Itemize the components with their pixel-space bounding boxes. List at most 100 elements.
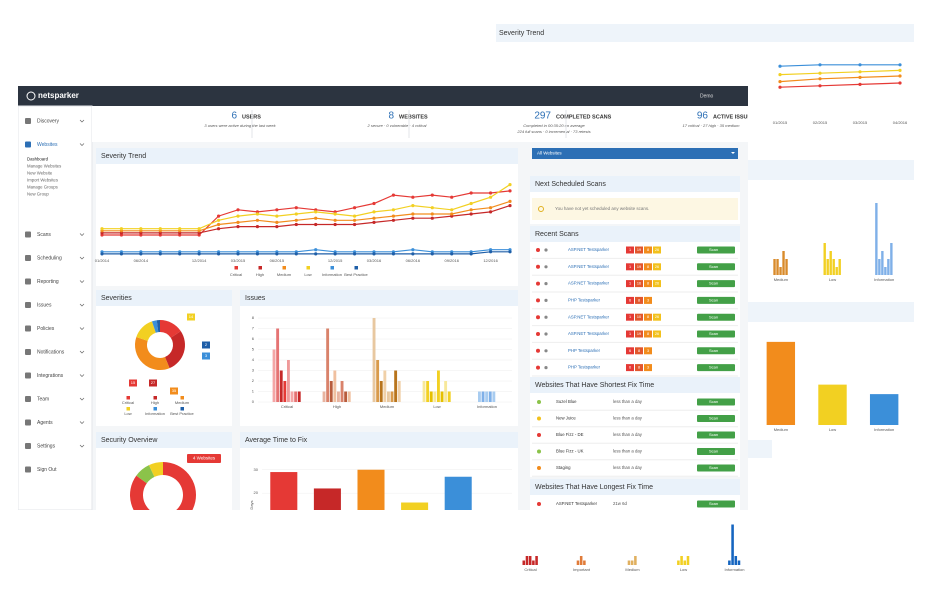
menu-item[interactable]: Discovery [37,118,59,124]
panel-header [530,226,740,242]
bar [683,560,687,565]
status-icon [536,298,540,303]
donut-slice [164,331,185,369]
bar [401,502,429,510]
dropdown[interactable] [532,148,738,159]
scan-button[interactable] [697,296,735,304]
menu-item[interactable]: Reporting [37,279,59,285]
point [197,252,201,256]
scan-button[interactable] [697,313,735,321]
scan-button[interactable] [697,364,735,372]
legend-swatch [180,396,184,400]
bar [447,391,451,402]
menu-item[interactable]: Policies [37,326,55,332]
menu-icon [25,443,31,449]
bar [287,360,290,402]
menu-item[interactable]: Settings [37,443,56,449]
scan-button[interactable] [697,415,735,422]
scan-button[interactable] [697,431,735,439]
point [314,252,318,256]
bar [731,524,734,565]
scan-button-label: Scan [709,365,718,370]
bar [737,560,741,565]
menu-item[interactable]: Scheduling [37,255,62,261]
badge [644,280,652,288]
point [372,252,376,256]
badge [635,263,643,271]
point [333,222,337,227]
user-menu[interactable]: Demo [700,93,714,99]
scan-button[interactable] [697,263,735,271]
chevron [79,327,85,330]
bar [297,391,301,402]
value-label: 27 [151,380,156,385]
site-name: PHP Testsparker [568,365,601,370]
y-tick-label: 7 [252,326,255,331]
legend-swatch [234,266,238,270]
point [818,84,822,88]
menu-item[interactable]: Scans [37,232,51,238]
scan-button[interactable] [697,280,735,288]
status-icon [544,248,548,252]
point [158,227,162,231]
scan-button[interactable] [697,347,735,355]
menu-item[interactable]: Issues [37,302,52,308]
bar [313,488,341,510]
scan-button[interactable] [697,398,735,406]
scan-button[interactable] [697,500,735,508]
menu-item[interactable]: Notifications [37,349,65,355]
panel-header [240,290,518,306]
point [119,227,124,231]
stat-note: 224 full scans · 0 incremental · 73 rete… [516,129,590,134]
bar [532,560,535,565]
point [391,193,396,197]
bar [680,556,683,565]
badge-value: 3 [647,349,649,353]
submenu-item[interactable]: New Group [27,192,49,197]
menu-item[interactable]: Team [37,396,49,402]
submenu-item[interactable]: Manage Groups [27,185,58,190]
badge-value: 8 [647,282,649,286]
menu-item[interactable]: Integrations [37,373,64,379]
badge [635,246,643,254]
bar [372,318,376,402]
panel-header [96,148,518,164]
menu-item[interactable]: Websites [37,142,58,148]
scan-button[interactable] [697,330,735,338]
badge-value: 16 [637,282,641,286]
bar [686,556,690,565]
panel-title: Security Overview [101,437,158,444]
bar [276,328,280,402]
x-tick-label: Critical [281,404,293,409]
menu-item[interactable]: Agents [37,420,53,426]
point [352,214,357,218]
menu-item[interactable]: Sign Out [37,467,57,473]
point [352,218,357,222]
submenu-item[interactable]: Dashboard [27,157,49,162]
badge [644,313,652,321]
point [508,250,512,254]
panel-header [530,377,740,393]
scan-button[interactable] [697,246,735,254]
point [236,220,240,224]
trend-line [779,82,901,88]
point [411,204,415,208]
point [352,222,357,227]
x-tick-label: Information [874,427,894,432]
chevron [79,143,85,146]
button-label: 4 Websites [193,456,216,461]
submenu-item[interactable]: Manage Websites [27,164,61,169]
y-tick-label: 0 [256,537,259,542]
submenu-item[interactable]: Import Websites [27,178,58,183]
x-tick-label: High [333,404,341,409]
site-name: Blue Fizz - UK [556,449,584,454]
point [197,227,201,231]
scan-button[interactable] [697,448,735,455]
panel-title: Next Scheduled Scans [535,181,606,188]
legend-label: Information [145,411,165,416]
submenu-item[interactable]: New Website [27,171,53,176]
scan-button[interactable] [697,464,735,472]
point [411,216,415,220]
button[interactable] [187,454,221,463]
